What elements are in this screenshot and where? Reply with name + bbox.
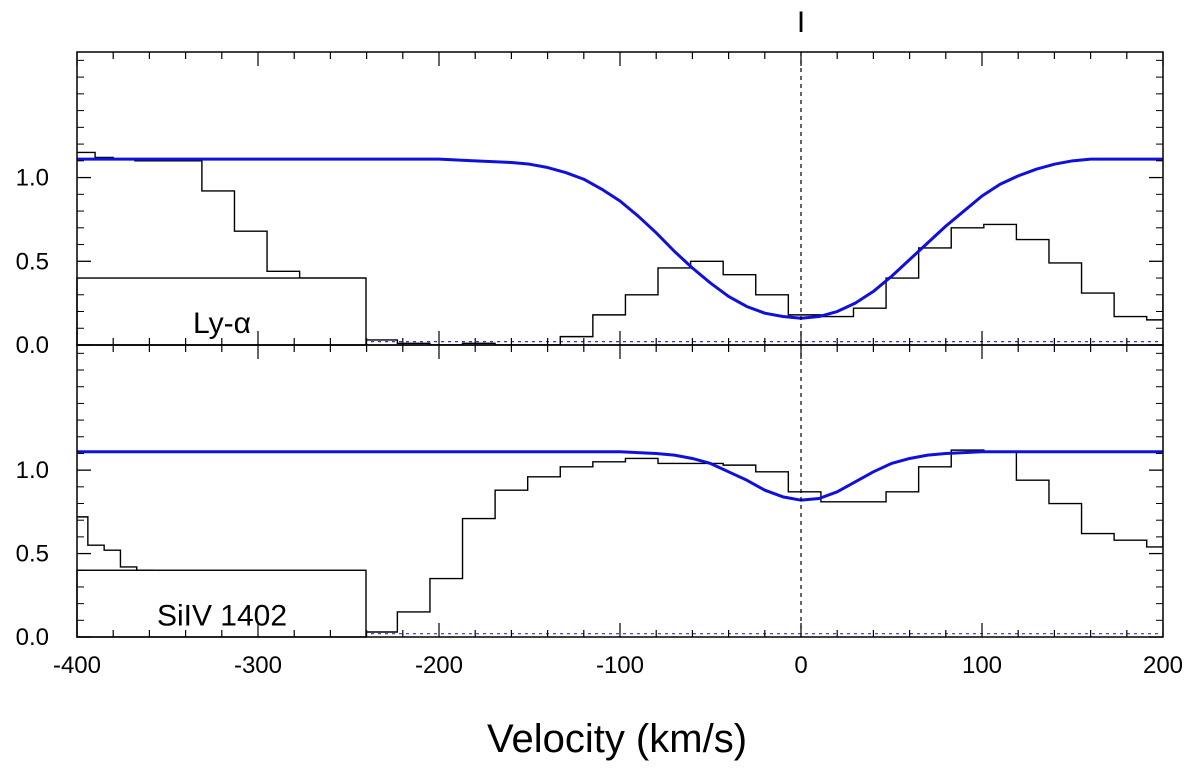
panel-label-siiv: SiIV 1402 (157, 599, 287, 632)
x-tick-label-4: 0 (794, 652, 807, 679)
y-tick-label-lya-2: 1.0 (16, 165, 49, 192)
fit-curve-siiv (77, 450, 1163, 502)
panel-siiv: SiIV 1402 0.0 0.5 1.0 (16, 344, 1164, 651)
y-tick-label-siiv-1: 0.5 (16, 541, 49, 568)
y-tick-label-siiv-0: 0.0 (16, 624, 49, 651)
label-box-lya (76, 277, 367, 346)
y-tick-label-siiv-2: 1.0 (16, 457, 49, 484)
panel-label-lya: Ly-α (193, 307, 251, 340)
y-tick-label-lya-0: 0.0 (16, 332, 49, 359)
x-tick-label-6: 200 (1143, 652, 1183, 679)
x-tick-label-1: -300 (234, 652, 282, 679)
x-tick-label-3: -100 (596, 652, 644, 679)
x-tick-label-2: -200 (415, 652, 463, 679)
label-box-siiv (76, 569, 367, 638)
data-histogram-lya (77, 151, 1163, 345)
panel-lya: Ly-α 0.0 0.5 1.0 (16, 51, 1164, 359)
x-axis-title: Velocity (km/s) (487, 717, 747, 761)
panels-layer: Ly-α 0.0 0.5 1.0 SiIV 1402 0.0 0.5 1.0 (16, 51, 1164, 651)
x-tick-label-0: -400 (53, 652, 101, 679)
y-tick-label-lya-1: 0.5 (16, 248, 49, 275)
x-axis: -400 -300 -200 -100 0 100 200 I (53, 6, 1183, 679)
x-tick-label-5: 100 (962, 652, 1002, 679)
fit-curve-lya (77, 157, 1163, 320)
marker-label: I (797, 6, 805, 39)
